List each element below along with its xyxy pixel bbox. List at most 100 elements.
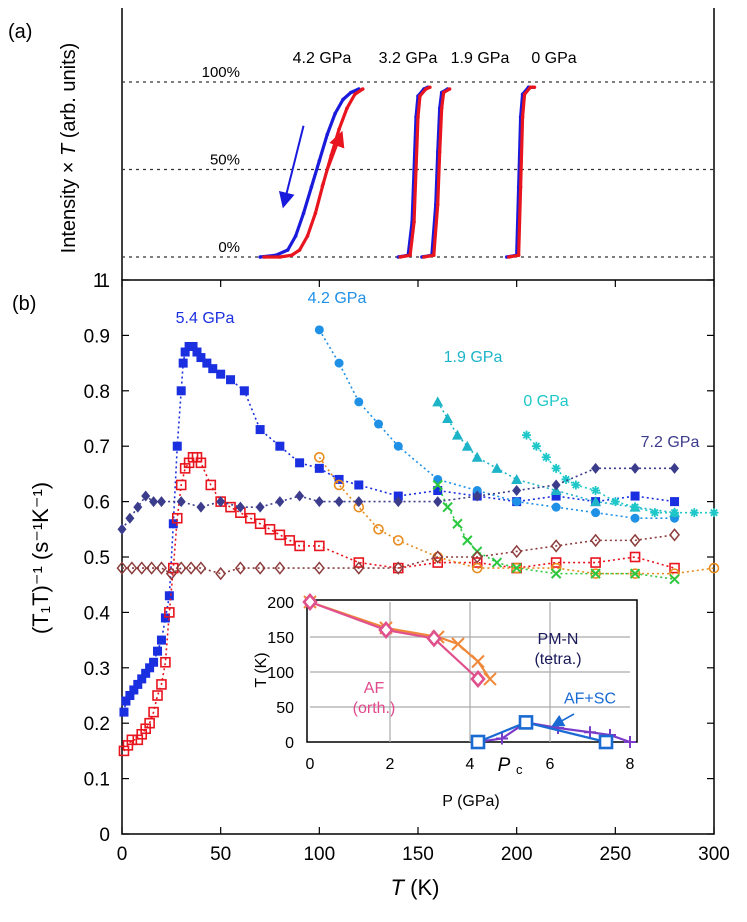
point-1-9-gpa-green-3 (462, 535, 473, 546)
point-3-2-gpa-warm-7 (428, 85, 432, 90)
point-5-4-gpa-open-12 (168, 562, 179, 574)
point-0-gpa-10 (670, 508, 680, 518)
af-region-label-0: AF (364, 680, 385, 697)
point-5-4-gpa-open-30 (314, 540, 325, 552)
point-5-4-gpa-27 (255, 425, 265, 435)
point-7-2-gpa-open-6 (175, 561, 187, 575)
inset-ytick-label-100: 100 (267, 665, 294, 682)
point-7-2-gpa-open-20 (590, 533, 602, 548)
inset-phase-diagram: 0 2 4 6 8 0 50 100 150 200 AF (orth.) PM-N (tetra.) A… (253, 593, 638, 810)
series-line-7-2-gpa-open (122, 534, 675, 575)
point-7-2-gpa-0 (117, 523, 127, 535)
xtick-label-300: 300 (698, 844, 730, 865)
af-region-label-1: (orth.) (353, 700, 396, 717)
ytick-label-5: 0.5 (84, 548, 110, 569)
inset-point-tc-purple-4 (584, 726, 596, 739)
point-4-2-gpa-6 (472, 486, 482, 496)
point-3-2-gpa-warm-3 (414, 167, 418, 172)
point-5-4-gpa-30 (314, 463, 324, 473)
point-1-9-gpa-warm-6 (447, 87, 452, 91)
inset-point-tc-purple-6 (624, 736, 636, 748)
point-5-4-gpa-15 (176, 386, 186, 396)
point-4-2-gpa-open-3 (373, 523, 384, 535)
point-5-4-gpa-open-25 (254, 518, 266, 530)
ytick-label-1: 0.1 (84, 770, 110, 791)
point-4-2-gpa-open-6 (471, 562, 483, 574)
point-4-2-gpa-0 (314, 325, 324, 335)
inset-point-tc-blue-1 (518, 715, 534, 730)
xtick-label-0: 0 (117, 844, 128, 865)
point-7-2-gpa-13 (314, 496, 324, 508)
point-0-gpa-0 (522, 430, 532, 440)
point-5-4-gpa-open-20 (205, 479, 217, 491)
inset-point-tn-orange-3 (451, 637, 465, 651)
point-5-4-gpa-34 (433, 486, 443, 496)
ytick-label-8: 0.8 (84, 382, 110, 403)
point-0-gpa-5 (571, 480, 581, 490)
point-4-2-gpa-open-1 (333, 479, 345, 491)
point-7-2-gpa-5 (156, 496, 166, 508)
point-4-2-gpa-warming-9 (345, 106, 349, 111)
point-5-4-gpa-31 (334, 474, 344, 484)
point-1-9-gpa-1 (442, 413, 454, 423)
point-4-2-gpa-cooling-2 (285, 248, 290, 252)
panel-a-ylabel: Intensity × T (arb. units) (58, 43, 80, 254)
inset-point-tn-orange-5 (483, 672, 497, 686)
xtick-label-150: 150 (402, 844, 434, 865)
point-5-4-gpa-open-24 (244, 512, 256, 524)
point-5-4-gpa-10 (156, 635, 166, 645)
point-7-2-gpa-open-0 (116, 561, 128, 575)
point-0-gpa-3 (551, 463, 561, 473)
point-1-9-gpa-0 (432, 396, 444, 407)
series-label-7-2-gpa: 7.2 GPa (641, 434, 700, 451)
point-0-gpa-7 (610, 497, 620, 507)
point-0-gpa-4 (561, 474, 571, 484)
xtick-label-250: 250 (599, 844, 631, 865)
point-7-2-gpa-10 (255, 501, 265, 513)
point-5-4-gpa-open-19 (195, 457, 207, 469)
point-4-2-gpa-warming-10 (353, 92, 357, 97)
ytick-label-3: 0.3 (84, 659, 110, 680)
point-7-2-gpa-22 (630, 462, 640, 474)
point-5-4-gpa-13 (168, 519, 178, 529)
point-5-4-gpa-19 (188, 341, 198, 351)
point-0-gpa-11 (689, 508, 699, 518)
inset-point-tc-blue-2 (598, 734, 614, 750)
point-5-4-gpa-7 (145, 663, 155, 673)
point-7-2-gpa-open-16 (432, 550, 444, 564)
point-7-2-gpa-open-5 (165, 566, 177, 581)
point-5-4-gpa-17 (180, 347, 190, 357)
point-7-2-gpa-open-17 (471, 550, 483, 564)
point-1-9-gpa-warm-5 (441, 90, 446, 95)
guide-label-0: 0% (218, 239, 240, 256)
inset-xlabel: P (GPa) (442, 793, 500, 810)
point-5-4-gpa-3 (129, 685, 139, 695)
inset-xtick-label-4: 4 (466, 756, 475, 773)
point-4-2-gpa-warming-1 (278, 255, 282, 259)
point-3-2-gpa-warm-1 (408, 253, 412, 258)
point-5-4-gpa-open-33 (432, 557, 444, 568)
pmn-region-label-1: (tetra.) (534, 651, 581, 668)
point-3-2-gpa-warm-0 (398, 255, 403, 259)
panel-a: Intensity × T (arb. units) 1 100% 50% 0% 4… (58, 8, 715, 292)
series-label-5-4-gpa: 5.4 GPa (176, 310, 235, 327)
inset-xtick-label-2: 2 (386, 756, 395, 773)
point-4-2-gpa-open-4 (392, 535, 404, 546)
point-7-2-gpa-open-4 (155, 561, 167, 575)
point-7-2-gpa-21 (591, 462, 601, 474)
inset-pc-label: P (498, 755, 511, 776)
series-line-0-gpa-warm (508, 85, 535, 259)
point-1-9-gpa-green-10 (669, 573, 680, 585)
series-line-4-2-gpa (318, 329, 675, 520)
point-5-4-gpa-open-27 (274, 529, 286, 541)
afsc-region-label-0: AF+SC (564, 691, 616, 708)
point-1-9-gpa-5 (491, 462, 503, 473)
point-5-4-gpa-open-6 (144, 717, 155, 729)
point-5-4-gpa-6 (141, 668, 151, 678)
point-7-2-gpa-open-8 (195, 561, 207, 575)
point-5-4-gpa-16 (178, 358, 188, 368)
point-5-4-gpa-28 (275, 441, 285, 451)
point-7-2-gpa-open-12 (274, 561, 286, 575)
point-7-2-gpa-2 (133, 501, 143, 513)
